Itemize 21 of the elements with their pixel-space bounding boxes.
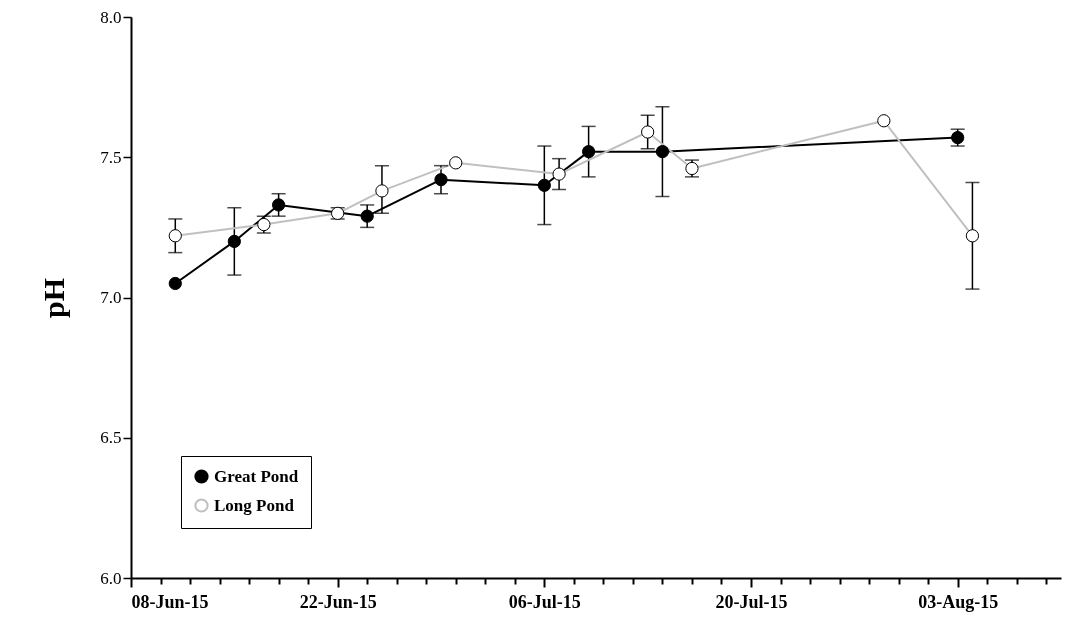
point (360, 209, 374, 223)
y-axis-title: pH (37, 277, 71, 319)
y-tick-label: 6.0 (100, 568, 122, 588)
point (272, 198, 286, 212)
x-tick-label: 22-Jun-15 (299, 591, 377, 612)
point (434, 173, 448, 187)
point (168, 276, 182, 291)
x-tick-label: 03-Aug-15 (918, 591, 999, 612)
y-tick-label: 6.5 (100, 428, 122, 448)
x-tick-label: 20-Jul-15 (715, 591, 788, 612)
point (537, 178, 551, 192)
y-tick-label: 7.0 (100, 288, 122, 307)
y-tick-label: 8.0 (100, 7, 122, 27)
legend-label: Great Pond (214, 466, 299, 486)
y-tick-label: 7.5 (100, 147, 122, 167)
point (655, 145, 670, 159)
point (582, 145, 596, 159)
x-tick-label: 06-Jul-15 (508, 591, 581, 612)
legend-label: Long Pond (214, 495, 295, 515)
x-tick-label: 08-Jun-15 (131, 591, 209, 612)
point (227, 234, 241, 249)
